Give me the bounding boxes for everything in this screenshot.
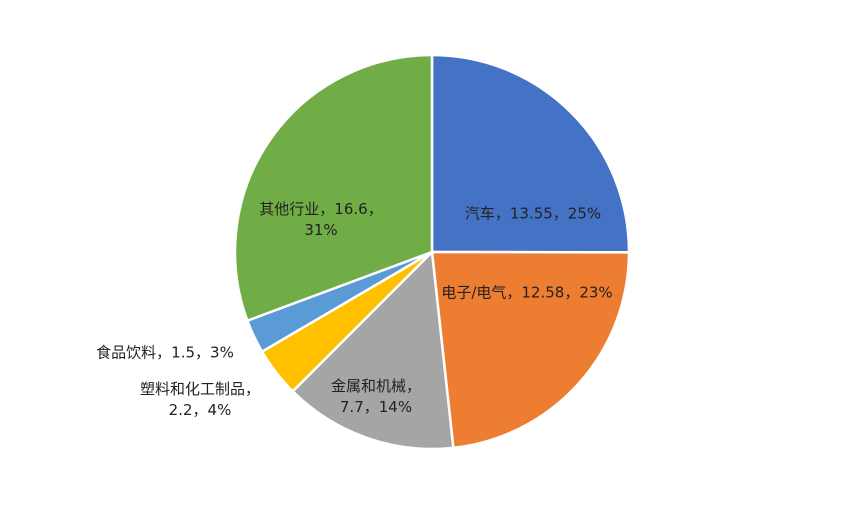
- pie-slice: [290, 249, 455, 451]
- data-label: 食品饮料，1.5，3%: [96, 343, 234, 362]
- pie-slice: [233, 53, 434, 323]
- data-label: 金属和机械，7.7，14%: [330, 377, 421, 416]
- data-label: 塑料和化工制品，2.2，4%: [139, 380, 260, 419]
- pie-slice: [430, 53, 631, 254]
- data-label: 其他行业，16.6，31%: [259, 200, 383, 239]
- data-label: 汽车，13.55，25%: [464, 204, 602, 223]
- data-label: 电子/电气，12.58，23%: [441, 283, 613, 302]
- pie-slice: [430, 250, 631, 450]
